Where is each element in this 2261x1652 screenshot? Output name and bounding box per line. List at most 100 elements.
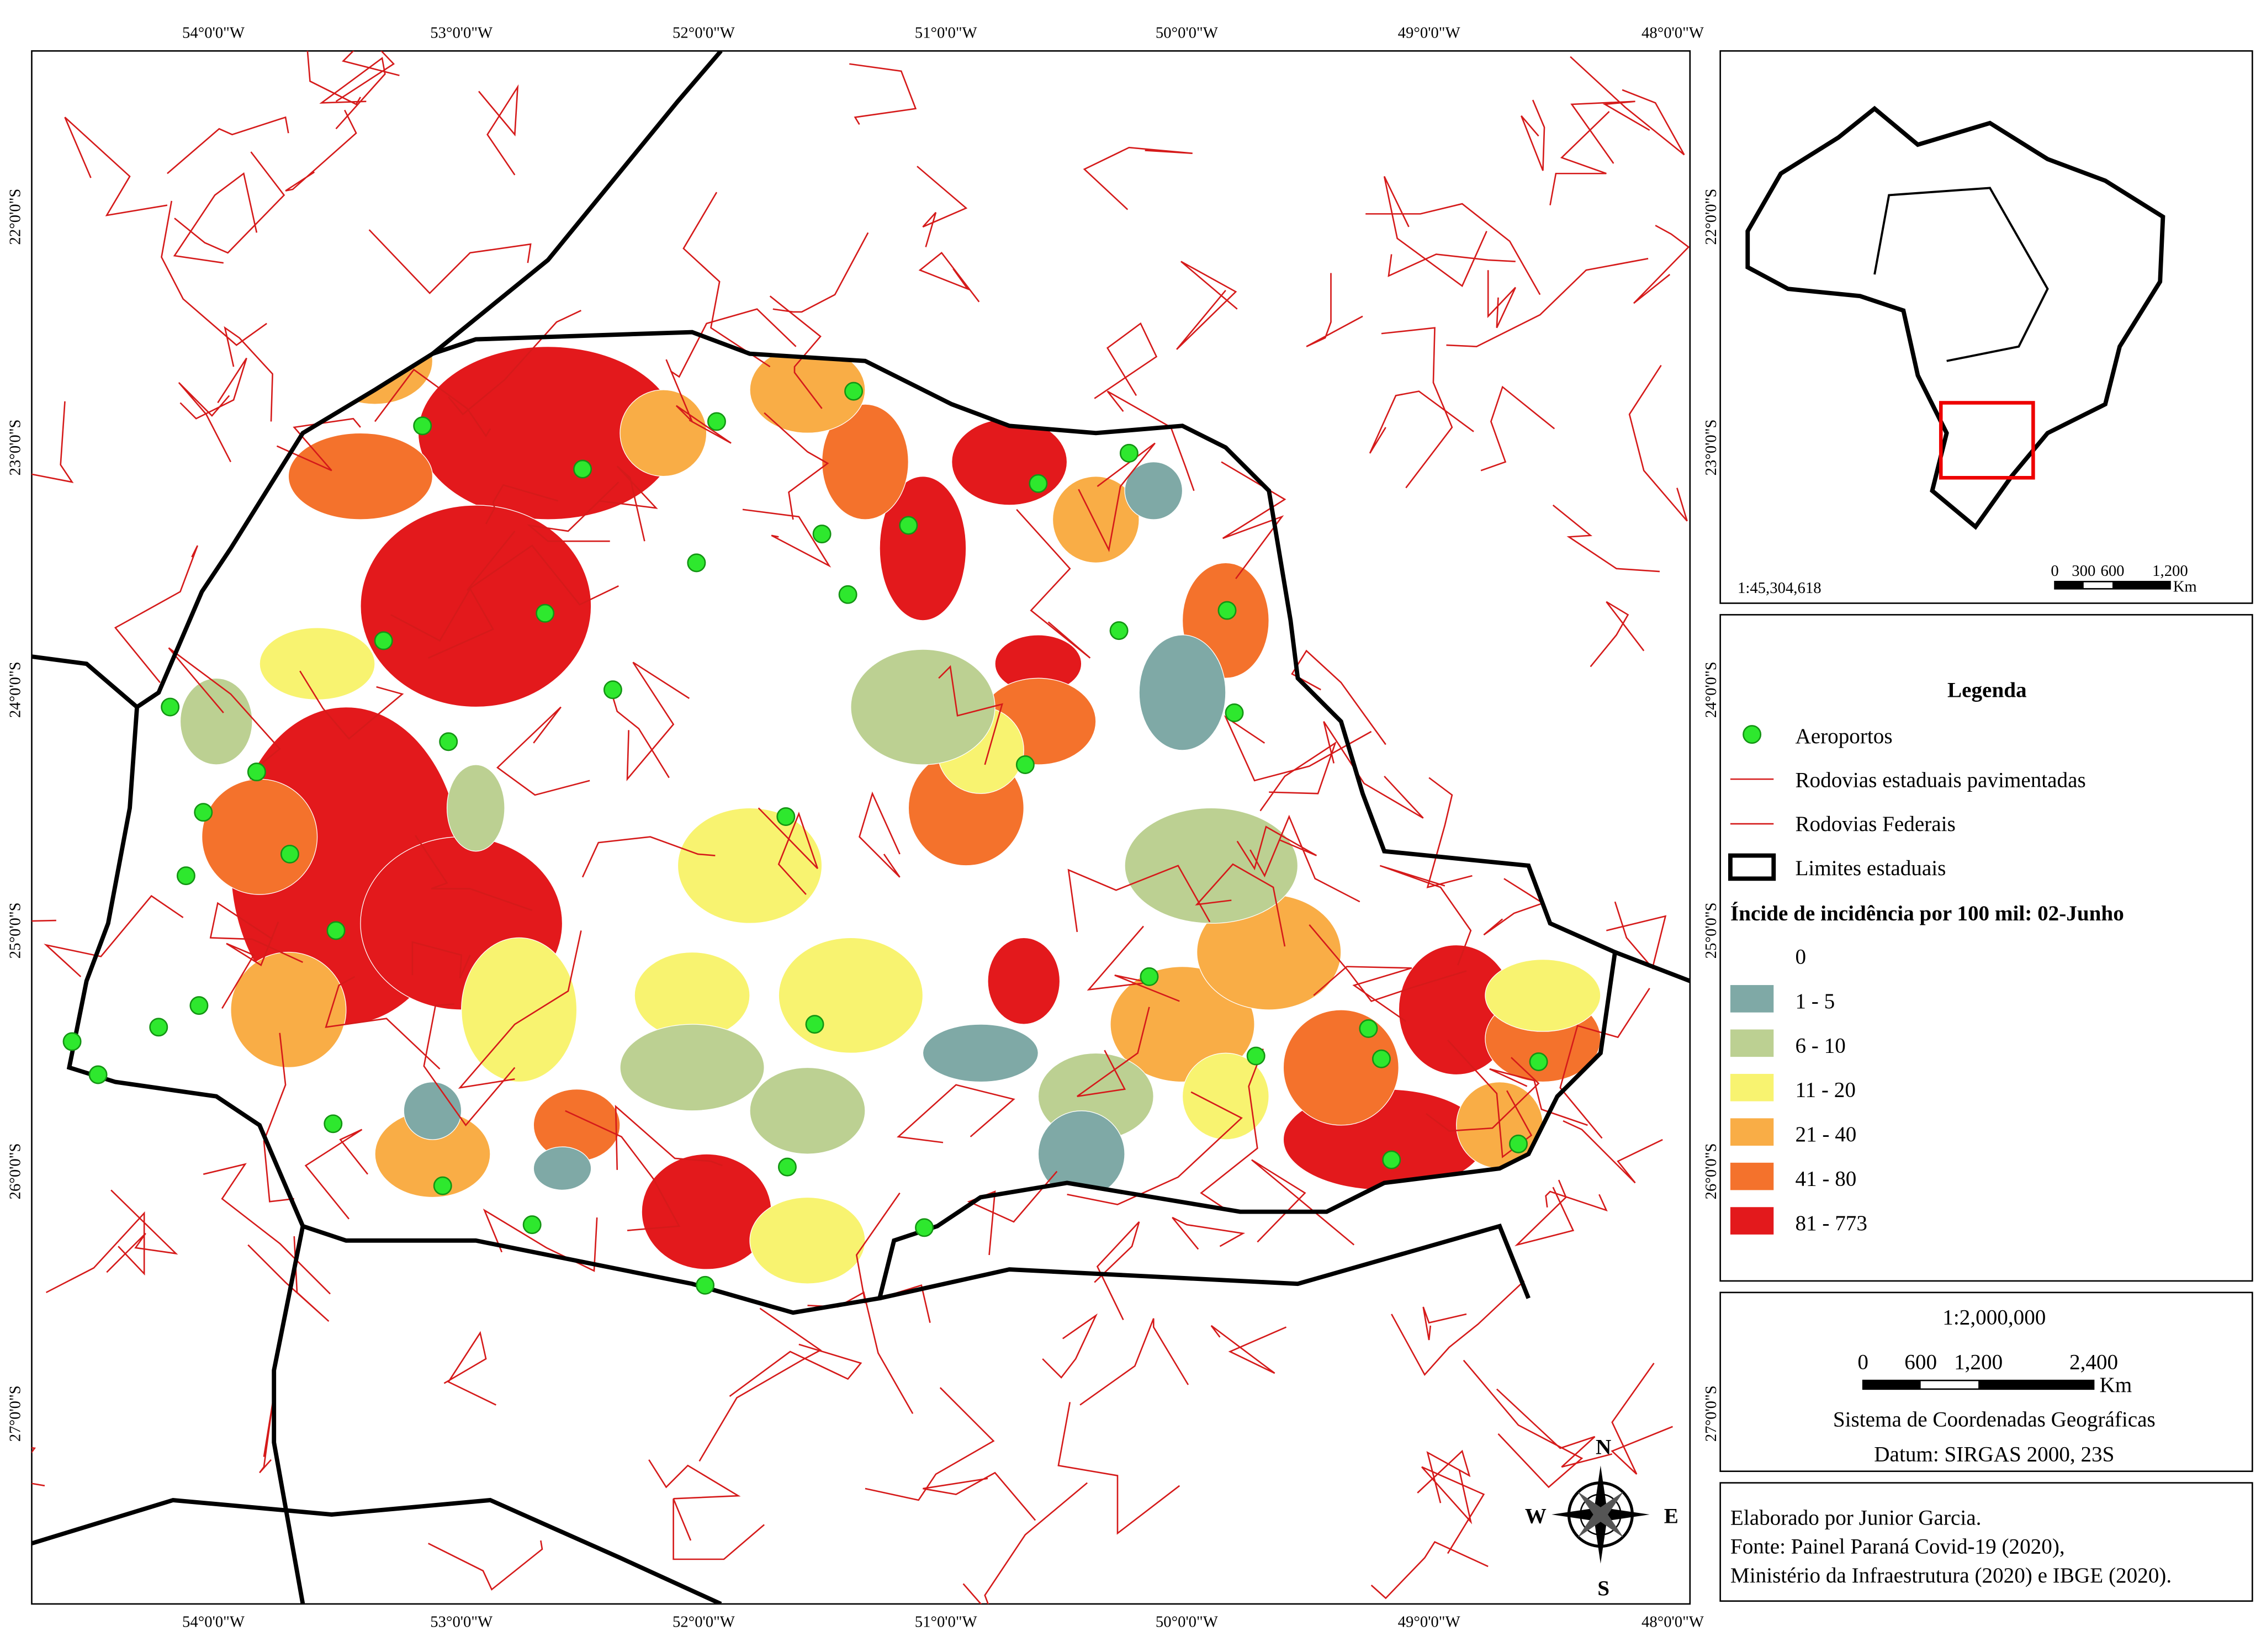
- municipality: [677, 807, 823, 924]
- scale-label: 1,200: [1954, 1350, 2003, 1374]
- road: [626, 661, 690, 781]
- road: [299, 670, 404, 740]
- road: [1200, 1049, 1264, 1208]
- road: [390, 587, 495, 659]
- road: [1422, 1306, 1467, 1341]
- lat-label: 27°0'0"S: [7, 1385, 24, 1442]
- road: [467, 531, 619, 606]
- compass-n: N: [1596, 1435, 1611, 1459]
- road: [758, 807, 819, 895]
- road: [1391, 1280, 1525, 1376]
- airport: [522, 1215, 542, 1235]
- road: [259, 1403, 273, 1474]
- road: [665, 359, 732, 444]
- road: [565, 1110, 681, 1231]
- municipality: [778, 937, 924, 1053]
- class-swatch: [1730, 1073, 1774, 1102]
- airport: [1509, 1134, 1528, 1153]
- road: [938, 665, 1003, 765]
- municipality: [1283, 1009, 1399, 1126]
- road: [31, 1447, 45, 1487]
- credits: Elaborado por Junior Garcia. Fonte: Paine…: [1730, 1506, 2172, 1587]
- road: [174, 151, 285, 254]
- compass-s: S: [1597, 1576, 1609, 1600]
- road: [865, 1387, 995, 1501]
- class-label: 0: [1795, 945, 1806, 968]
- municipality: [461, 937, 578, 1083]
- lat-label: 27°0'0"S: [1702, 1385, 1720, 1442]
- scale-label: 600: [1904, 1350, 1937, 1374]
- road: [673, 1498, 765, 1560]
- lon-label: 53°0'0"W: [430, 24, 493, 42]
- road: [1463, 1359, 1584, 1489]
- scale-bar: 0 600 1,200 2,400: [1857, 1350, 2118, 1390]
- road: [45, 1211, 145, 1294]
- road: [1094, 1221, 1140, 1321]
- datum: Datum: SIRGAS 2000, 23S: [1874, 1442, 2114, 1466]
- airport: [324, 1114, 343, 1134]
- road: [648, 1459, 741, 1500]
- road: [335, 51, 400, 102]
- municipality: [922, 1024, 1039, 1083]
- road: [1306, 273, 1363, 347]
- road: [764, 412, 829, 520]
- municipality: [951, 418, 1068, 506]
- class-label: 81 - 773: [1795, 1211, 1867, 1235]
- inset-scale-unit: Km: [2173, 578, 2197, 596]
- road: [1309, 924, 1467, 1002]
- credit-line: Fonte: Painel Paraná Covid-19 (2020),: [1730, 1535, 2065, 1559]
- legend-item: Limites estaduais: [1795, 856, 1946, 880]
- road: [1016, 509, 1091, 659]
- road: [319, 57, 386, 130]
- inset-scale-label: 1,200: [2152, 562, 2188, 580]
- municipality: [179, 677, 253, 765]
- road: [1559, 988, 1650, 1139]
- lon-label: 48°0'0"W: [1642, 1613, 1704, 1631]
- road: [849, 63, 917, 125]
- road: [1365, 203, 1541, 295]
- airport: [326, 921, 346, 940]
- road: [1496, 1388, 1613, 1468]
- lon-label: 54°0'0"W: [182, 1613, 245, 1631]
- limit-symbol: [1728, 853, 1776, 881]
- airport: [149, 1018, 168, 1037]
- lon-label: 51°0'0"W: [915, 1613, 978, 1631]
- class-swatch: [1730, 1162, 1774, 1190]
- road: [1224, 715, 1372, 782]
- road: [598, 465, 658, 542]
- airport: [777, 1157, 797, 1177]
- airport: [439, 732, 458, 751]
- municipality: [533, 1146, 592, 1191]
- scale-label: 2,400: [2069, 1350, 2118, 1374]
- road: [1388, 253, 1516, 277]
- lat-label: 24°0'0"S: [1702, 661, 1720, 718]
- lat-label: 23°0'0"S: [7, 420, 24, 476]
- road: [304, 1129, 368, 1220]
- lon-label: 54°0'0"W: [182, 24, 245, 42]
- road: [168, 647, 281, 769]
- legend-classes: 0 1 - 5 6 - 10 11 - 20 21 - 40 41 - 80 81 - 77…: [1730, 940, 1867, 1235]
- road: [1094, 322, 1158, 399]
- municipality: [1110, 966, 1255, 1083]
- compass-w: W: [1525, 1505, 1547, 1528]
- lat-label: 24°0'0"S: [7, 661, 24, 718]
- lon-label: 50°0'0"W: [1156, 24, 1219, 42]
- municipality: [1139, 634, 1226, 751]
- lon-label: 48°0'0"W: [1642, 24, 1704, 42]
- road: [962, 1482, 1088, 1604]
- lat-label: 22°0'0"S: [7, 189, 24, 245]
- road: [263, 1032, 294, 1203]
- road: [1611, 1363, 1673, 1475]
- lat-label: 23°0'0"S: [1702, 420, 1720, 476]
- municipality: [360, 505, 592, 708]
- airport: [161, 697, 180, 717]
- road: [1379, 865, 1472, 966]
- lon-label: 51°0'0"W: [915, 24, 978, 42]
- lon-label: 52°0'0"W: [673, 24, 735, 42]
- municipality: [879, 476, 967, 621]
- municipality: [1182, 1052, 1269, 1140]
- legend-item: Aeroportos: [1795, 724, 1892, 748]
- road: [178, 382, 232, 463]
- road: [1370, 1541, 1489, 1600]
